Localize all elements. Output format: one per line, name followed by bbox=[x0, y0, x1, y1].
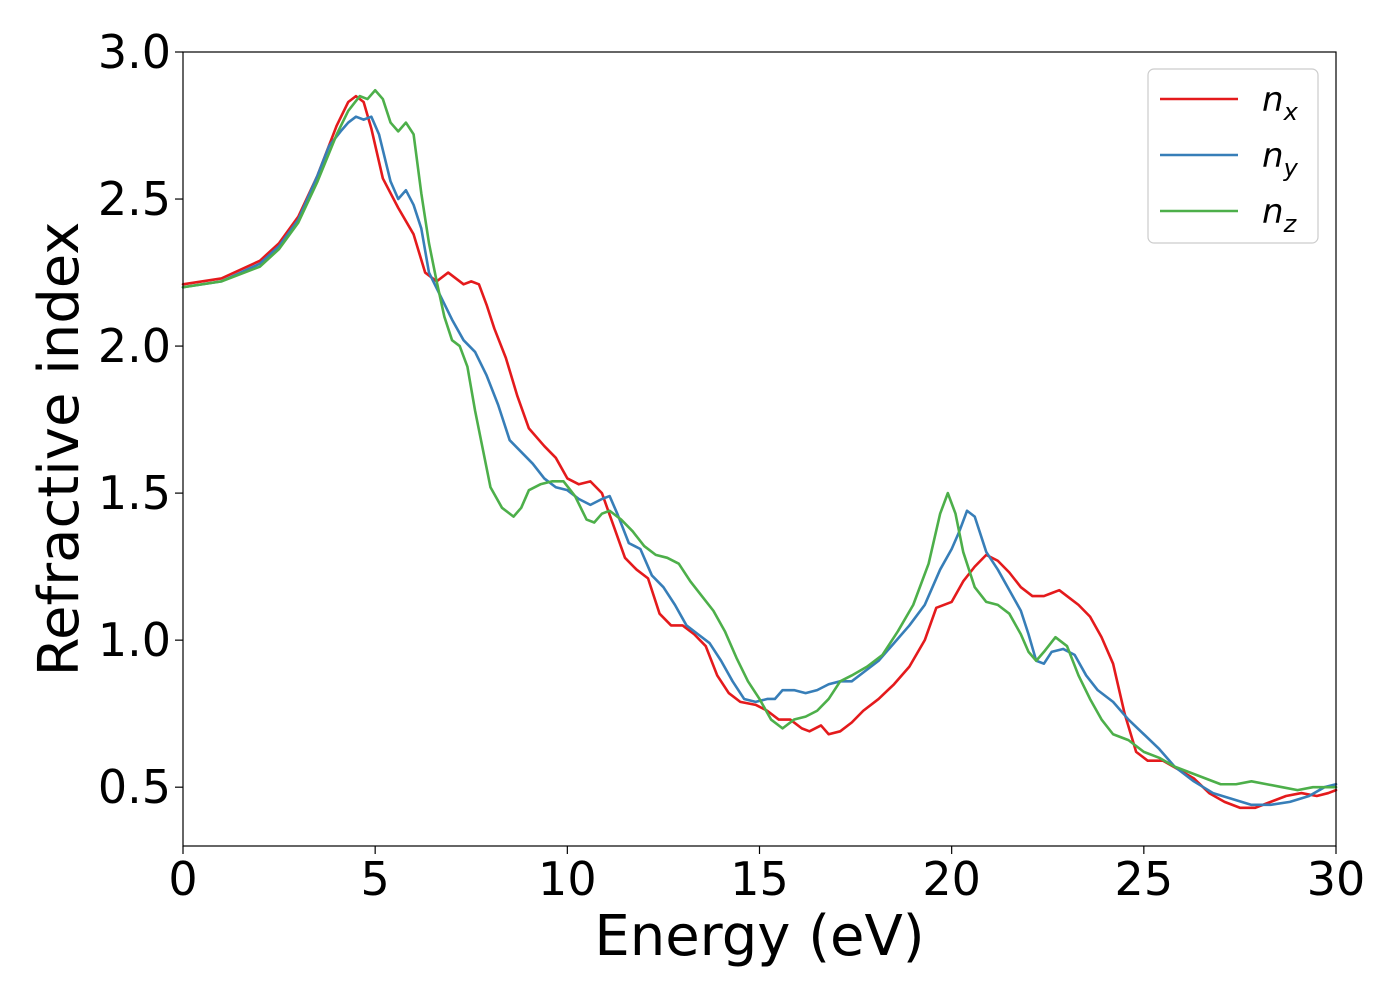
series-line-x bbox=[181, 94, 1338, 810]
legend-label-x: nx bbox=[1262, 80, 1299, 126]
x-tick-label: 5 bbox=[361, 852, 390, 906]
x-axis-label: Energy (eV) bbox=[594, 904, 924, 969]
y-tick-label: 3.0 bbox=[98, 25, 171, 79]
y-axis-label: Refractive index bbox=[27, 222, 92, 677]
x-axis: 0 5 10 15 20 25 30 bbox=[168, 846, 1365, 906]
legend-label-subscript: z bbox=[1283, 210, 1298, 238]
y-tick-label: 0.5 bbox=[98, 760, 171, 814]
x-tick-label: 15 bbox=[730, 852, 789, 906]
plot-background bbox=[183, 52, 1336, 846]
legend-label-subscript: x bbox=[1283, 98, 1299, 126]
x-tick-label: 10 bbox=[538, 852, 597, 906]
y-axis: 0.5 1.0 1.5 2.0 2.5 3.0 bbox=[98, 25, 183, 814]
legend-label-base: n bbox=[1262, 80, 1284, 120]
y-tick-label: 1.0 bbox=[98, 613, 171, 667]
y-tick-label: 1.5 bbox=[98, 466, 171, 520]
y-tick-label: 2.0 bbox=[98, 319, 171, 373]
x-tick-label: 0 bbox=[168, 852, 197, 906]
series-line-y bbox=[181, 115, 1338, 807]
series-layer bbox=[181, 88, 1338, 810]
series-line-z bbox=[181, 88, 1338, 792]
x-tick-label: 25 bbox=[1115, 852, 1174, 906]
x-tick-label: 20 bbox=[922, 852, 981, 906]
legend-label-base: n bbox=[1262, 136, 1284, 176]
legend-label-z: nz bbox=[1262, 192, 1298, 238]
legend-label-subscript: y bbox=[1283, 154, 1299, 182]
y-tick-label: 2.5 bbox=[98, 172, 171, 226]
legend-label-y: ny bbox=[1262, 136, 1299, 182]
legend-label-base: n bbox=[1262, 192, 1284, 232]
x-tick-label: 30 bbox=[1307, 852, 1366, 906]
